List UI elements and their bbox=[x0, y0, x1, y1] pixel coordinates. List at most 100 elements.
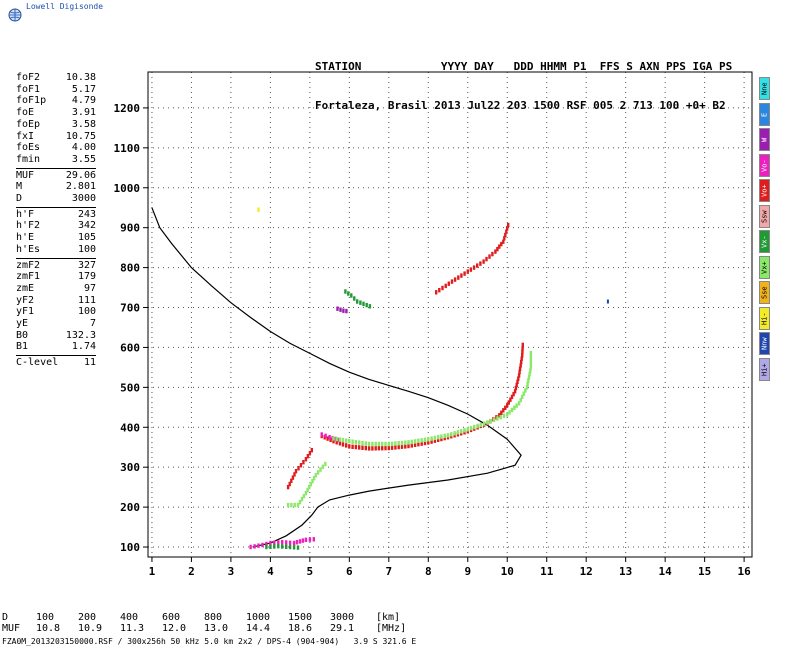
param-value: 5.17 bbox=[71, 83, 96, 95]
trace-point bbox=[500, 241, 503, 247]
x-tick-label: 11 bbox=[540, 565, 554, 578]
trace-point bbox=[504, 232, 507, 238]
trace-point bbox=[453, 277, 457, 282]
trace-point bbox=[324, 461, 327, 467]
trace-point bbox=[516, 379, 519, 384]
param-label: C-level bbox=[16, 357, 59, 369]
trace-point bbox=[435, 290, 438, 295]
muf-cell: 3000 bbox=[330, 612, 355, 623]
trace-point bbox=[269, 544, 272, 549]
trace-point bbox=[367, 446, 371, 451]
param-label: D bbox=[16, 193, 23, 204]
trace-point bbox=[261, 542, 264, 548]
trace-point bbox=[417, 442, 420, 447]
station-header: STATION YYYY DAY DDD HHMM P1 FFS S AXN P… bbox=[315, 34, 732, 125]
param-row: M 2.801 bbox=[0, 181, 100, 193]
param-label: M bbox=[16, 181, 23, 193]
file-info: FZA0M_2013203150000.RSF / 300x256h 50 kH… bbox=[2, 637, 417, 646]
y-tick-label: 800 bbox=[120, 262, 140, 275]
muf-cell: D bbox=[2, 612, 9, 623]
trace-hi bbox=[257, 207, 260, 212]
trace-point bbox=[312, 476, 316, 481]
param-value: 2.801 bbox=[65, 181, 96, 193]
trace-point bbox=[430, 439, 433, 444]
trace-point bbox=[384, 441, 387, 447]
trace-point bbox=[508, 410, 511, 415]
param-value: 105 bbox=[77, 232, 96, 244]
trace-point bbox=[285, 544, 288, 549]
trace-point bbox=[364, 445, 367, 451]
trace-point bbox=[507, 400, 510, 405]
muf-cell: 200 bbox=[78, 612, 97, 623]
param-label: foF1 bbox=[16, 83, 41, 95]
trace-point bbox=[304, 457, 308, 462]
trace-point bbox=[359, 300, 362, 305]
trace-vo bbox=[320, 342, 524, 451]
trace-point bbox=[529, 358, 533, 363]
trace-point bbox=[277, 544, 280, 549]
trace-point bbox=[299, 463, 303, 468]
param-value: 342 bbox=[77, 220, 96, 232]
param-value: 179 bbox=[77, 271, 96, 283]
axes: 1 2 3 4 5 6 7 8 9 10 11 12 13 14 15 1610020030040050060… bbox=[114, 71, 753, 578]
trace-point bbox=[498, 413, 501, 418]
trace-point bbox=[342, 308, 345, 313]
trace-point bbox=[503, 236, 506, 241]
trace-point bbox=[301, 538, 305, 543]
param-row: foEp 3.58 bbox=[0, 119, 100, 131]
muf-cell: 600 bbox=[162, 612, 181, 623]
trace-point bbox=[335, 440, 338, 445]
trace-vo bbox=[286, 448, 313, 490]
trace-point bbox=[296, 545, 300, 550]
trace-point bbox=[309, 482, 312, 487]
trace-point bbox=[606, 299, 609, 304]
trace-point bbox=[441, 285, 444, 291]
muf-row: MUF 10.8 10.9 11.3 12.0 13.0 14.4 18.6 29.1 [MHz] bbox=[2, 623, 416, 634]
trace-point bbox=[521, 346, 524, 351]
trace-point bbox=[407, 440, 410, 445]
trace-point bbox=[302, 493, 306, 499]
trace-point bbox=[420, 441, 423, 446]
param-value: 327 bbox=[77, 259, 96, 271]
trace-point bbox=[496, 416, 499, 421]
legend-item: Vo+ bbox=[759, 179, 770, 202]
trace-point bbox=[347, 291, 350, 296]
muf-cell: 18.6 bbox=[288, 623, 313, 634]
trace-point bbox=[463, 271, 466, 276]
trace-point bbox=[529, 350, 533, 356]
param-row: zmE 97 bbox=[0, 283, 100, 295]
trace-point bbox=[407, 443, 410, 449]
trace-point bbox=[520, 359, 523, 365]
y-tick-label: 1100 bbox=[114, 142, 141, 155]
trace-point bbox=[281, 540, 284, 545]
trace-point bbox=[486, 420, 489, 425]
trace-point bbox=[298, 499, 302, 505]
trace-point bbox=[354, 444, 358, 450]
trace-point bbox=[332, 439, 335, 444]
trace-point bbox=[521, 342, 524, 348]
trace-point bbox=[329, 437, 332, 443]
trace-point bbox=[290, 502, 293, 508]
trace-point bbox=[295, 540, 299, 545]
y-tick-label: 400 bbox=[120, 421, 140, 434]
param-separator bbox=[16, 355, 96, 357]
trace-point bbox=[277, 540, 280, 545]
trace-point bbox=[371, 441, 374, 447]
trace-point bbox=[410, 443, 413, 448]
legend-item: Vx+ bbox=[759, 255, 770, 279]
y-tick-label: 300 bbox=[120, 461, 140, 474]
param-value: 11 bbox=[83, 357, 96, 369]
param-row: foE 3.91 bbox=[0, 107, 100, 119]
param-value: 243 bbox=[77, 208, 96, 220]
trace-point bbox=[294, 469, 298, 474]
trace-point bbox=[292, 545, 296, 550]
trace-point bbox=[514, 385, 518, 391]
trace-point bbox=[423, 437, 427, 442]
trace-point bbox=[377, 446, 381, 451]
param-row: yF1 100 bbox=[0, 306, 100, 318]
trace-point bbox=[335, 436, 338, 442]
trace-point bbox=[420, 438, 423, 443]
trace-point bbox=[500, 410, 503, 415]
param-value: 132.3 bbox=[65, 329, 96, 341]
trace-point bbox=[288, 481, 291, 487]
